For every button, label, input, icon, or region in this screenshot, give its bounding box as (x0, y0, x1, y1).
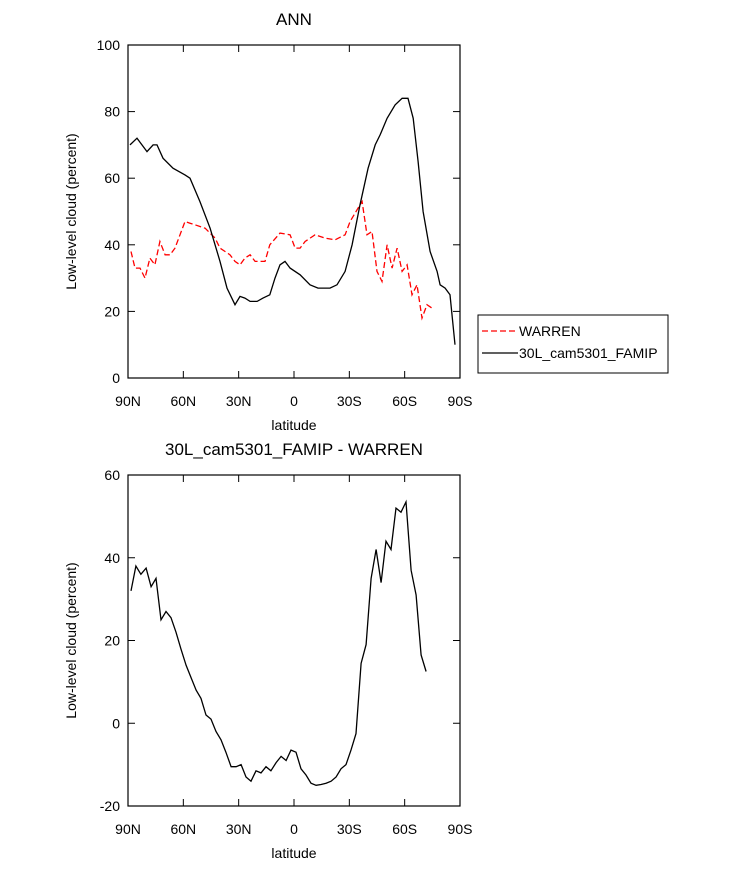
y-tick-label: 60 (104, 467, 120, 483)
x-tick-label: 90S (448, 393, 473, 409)
x-tick-label: 90S (448, 821, 473, 837)
data-line (130, 499, 427, 786)
x-tick-label: 60S (392, 821, 417, 837)
y-tick-label: 100 (97, 37, 121, 53)
y-tick-label: 40 (104, 237, 120, 253)
plot-frame (127, 474, 461, 807)
legend-box (477, 314, 669, 374)
x-tick-label: 60N (170, 393, 196, 409)
data-line (130, 199, 433, 321)
chart-title: 30L_cam5301_FAMIP - WARREN (165, 440, 423, 459)
legend-label: WARREN (519, 323, 581, 339)
data-line (129, 97, 456, 345)
x-tick-label: 30N (226, 821, 252, 837)
y-axis-title: Low-level cloud (percent) (63, 133, 79, 289)
plot-frame (127, 44, 461, 379)
y-tick-label: 60 (104, 170, 120, 186)
y-tick-label: 0 (112, 370, 120, 386)
x-tick-label: 90N (115, 393, 141, 409)
x-axis-title: latitude (271, 845, 316, 861)
x-tick-label: 0 (290, 393, 298, 409)
y-tick-label: 20 (104, 633, 120, 649)
y-tick-label: 80 (104, 104, 120, 120)
y-tick-label: -20 (100, 798, 120, 814)
y-axis-title: Low-level cloud (percent) (63, 562, 79, 718)
legend-label: 30L_cam5301_FAMIP (519, 345, 658, 361)
y-tick-label: 40 (104, 550, 120, 566)
x-tick-label: 60N (170, 821, 196, 837)
y-tick-label: 0 (112, 715, 120, 731)
x-axis-title: latitude (271, 417, 316, 433)
chart-title: ANN (276, 10, 312, 29)
x-tick-label: 60S (392, 393, 417, 409)
x-tick-label: 30S (337, 821, 362, 837)
x-tick-label: 90N (115, 821, 141, 837)
y-tick-label: 20 (104, 303, 120, 319)
x-tick-label: 30S (337, 393, 362, 409)
x-tick-label: 30N (226, 393, 252, 409)
x-tick-label: 0 (290, 821, 298, 837)
